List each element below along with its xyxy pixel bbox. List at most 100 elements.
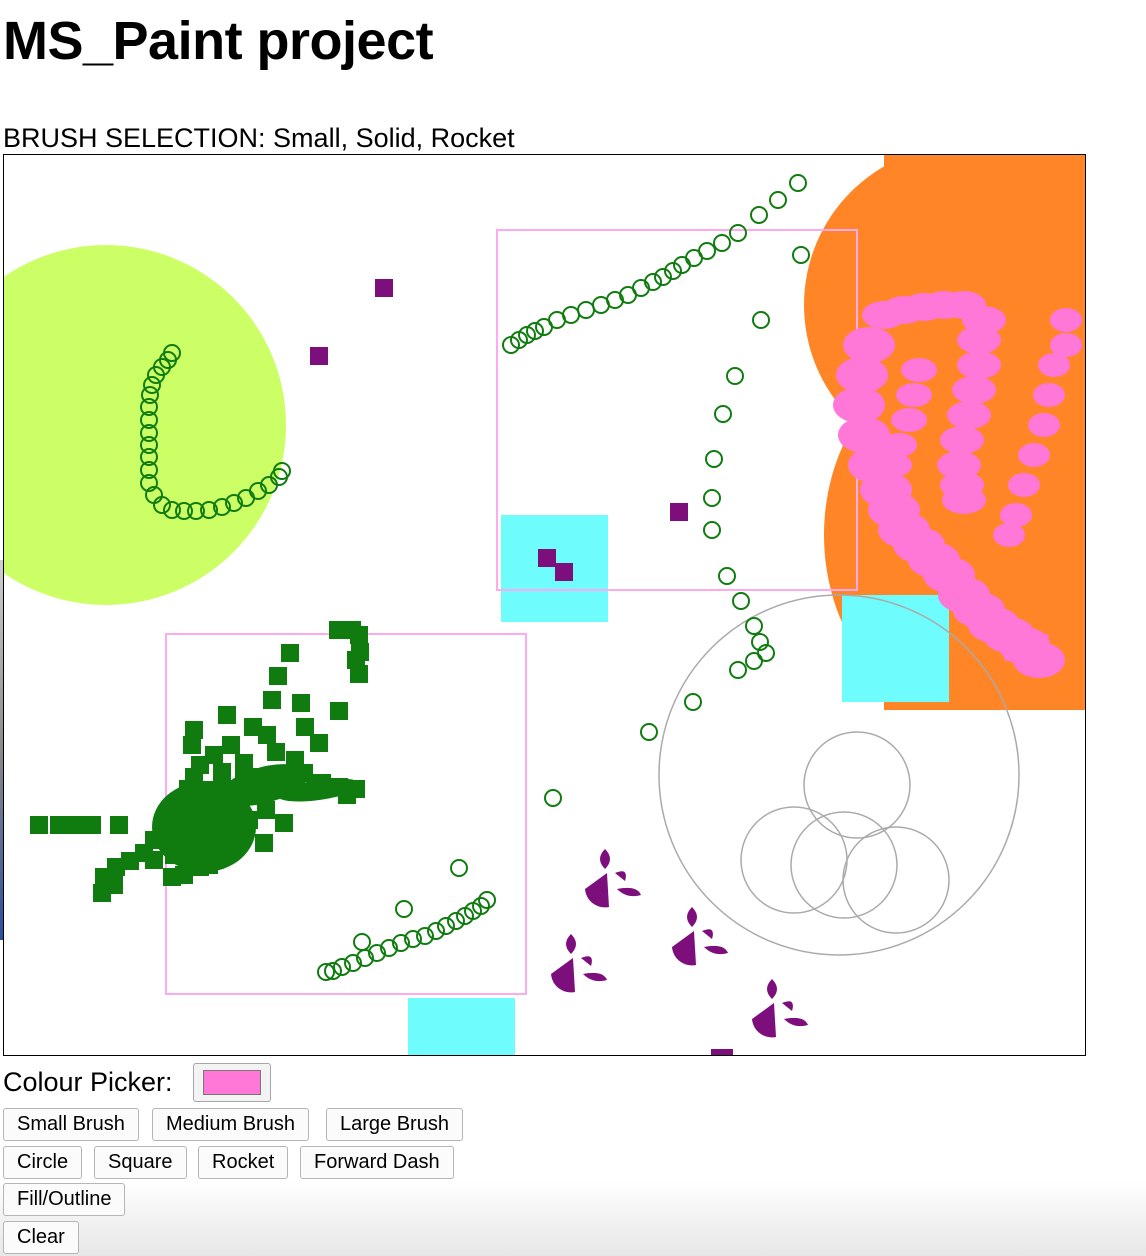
green-square-stroke — [50, 816, 68, 834]
pink-brush-stroke — [942, 486, 986, 514]
fill-outline-button[interactable]: Fill/Outline — [3, 1183, 126, 1216]
purple-square — [555, 563, 573, 581]
medium-brush-button[interactable]: Medium Brush — [152, 1108, 309, 1141]
green-ring-stroke — [684, 693, 702, 711]
green-square-stroke — [263, 691, 281, 709]
green-square-stroke — [218, 706, 236, 724]
green-ring-stroke — [792, 246, 810, 264]
purple-rocket-fin — [704, 945, 728, 955]
green-ring-stroke — [140, 448, 158, 466]
rocket-button[interactable]: Rocket — [198, 1146, 289, 1179]
green-square-stroke — [205, 746, 223, 764]
green-ring-stroke — [729, 661, 747, 679]
green-ring-stroke — [450, 859, 468, 877]
green-ring-stroke — [140, 474, 158, 492]
purple-rocket-body — [585, 873, 609, 908]
green-square-stroke — [292, 694, 310, 712]
green-ring-stroke — [140, 424, 158, 442]
purple-rocket-fin — [617, 887, 641, 897]
purple-rocket-body — [752, 1003, 776, 1038]
green-ring-stroke — [640, 723, 658, 741]
pink-brush-stroke — [940, 426, 984, 454]
green-ring-stroke — [447, 912, 465, 930]
pink-brush-stroke — [891, 408, 927, 432]
green-ring-stroke — [153, 496, 171, 514]
colour-picker-input[interactable] — [193, 1063, 271, 1102]
green-ring-stroke — [404, 930, 422, 948]
green-ring-stroke — [698, 242, 716, 260]
purple-square — [711, 1049, 733, 1055]
green-ring-stroke — [225, 494, 243, 512]
green-square-stroke — [222, 736, 240, 754]
green-ring-stroke — [140, 436, 158, 454]
drawing-canvas[interactable] — [3, 154, 1086, 1056]
green-ring-stroke — [143, 376, 161, 394]
cyan-square — [408, 998, 515, 1055]
pink-brush-stroke — [836, 357, 888, 393]
purple-rocket-fin — [583, 972, 607, 982]
green-ring-stroke — [478, 891, 496, 909]
purple-square — [538, 549, 556, 567]
green-ring-stroke — [644, 273, 662, 291]
green-ring-stroke — [368, 944, 386, 962]
green-square-stroke — [255, 834, 273, 852]
pink-brush-stroke — [1033, 383, 1065, 407]
pink-brush-stroke — [1018, 443, 1050, 467]
green-ring-stroke — [714, 405, 732, 423]
green-square-stroke — [83, 816, 101, 834]
cyan-square — [842, 595, 949, 702]
purple-rocket-head — [687, 907, 697, 927]
green-ring-stroke — [395, 900, 413, 918]
green-ring-stroke — [769, 191, 787, 209]
green-ring-stroke — [273, 462, 291, 480]
green-square-stroke — [213, 763, 231, 781]
pink-brush-stroke — [1008, 473, 1040, 497]
green-ring-stroke — [140, 398, 158, 416]
green-ring-stroke — [200, 501, 218, 519]
forward-dash-button[interactable]: Forward Dash — [300, 1146, 454, 1179]
green-ring-stroke — [140, 411, 158, 429]
purple-rocket-fin — [615, 871, 626, 881]
square-button[interactable]: Square — [94, 1146, 187, 1179]
green-ring-stroke — [140, 461, 158, 479]
green-square-stroke — [183, 736, 201, 754]
cyan-square — [501, 515, 608, 622]
pink-brush-stroke — [957, 326, 1001, 354]
pink-brush-stroke — [957, 351, 1001, 379]
green-ring-stroke — [317, 963, 335, 981]
green-ring-stroke — [703, 521, 721, 539]
green-ring-stroke — [456, 907, 474, 925]
green-ring-stroke — [705, 450, 723, 468]
green-ring-stroke — [392, 934, 410, 952]
green-square-stroke — [275, 814, 293, 832]
pink-brush-stroke — [876, 453, 912, 477]
green-ring-stroke — [745, 617, 763, 635]
pink-brush-stroke — [952, 376, 996, 404]
green-square-stroke — [267, 743, 285, 761]
green-ring-stroke — [141, 386, 159, 404]
green-ring-stroke — [344, 954, 362, 972]
green-ring-stroke — [713, 234, 731, 252]
green-square-stroke — [185, 721, 203, 739]
green-ring-stroke — [427, 922, 445, 940]
grey-outline-circles — [658, 594, 1020, 956]
green-ring-stroke — [718, 567, 736, 585]
large-brush-button[interactable]: Large Brush — [326, 1108, 463, 1141]
purple-rocket-head — [566, 934, 576, 954]
green-square-stroke — [350, 626, 368, 644]
pink-brush-stroke — [993, 523, 1025, 547]
green-ring-stroke — [380, 939, 398, 957]
green-ring-stroke — [416, 927, 434, 945]
small-brush-button[interactable]: Small Brush — [3, 1108, 139, 1141]
green-square-stroke — [257, 801, 275, 819]
green-ring-stroke — [147, 366, 165, 384]
green-ring-stroke — [249, 482, 267, 500]
green-ring-stroke — [175, 502, 193, 520]
clear-button[interactable]: Clear — [3, 1221, 79, 1254]
green-ring-stroke — [752, 311, 770, 329]
circle-button[interactable]: Circle — [3, 1146, 83, 1179]
purple-square — [670, 503, 688, 521]
green-ring-stroke — [729, 224, 747, 242]
green-ring-stroke — [789, 174, 807, 192]
green-square-stroke — [65, 816, 83, 834]
